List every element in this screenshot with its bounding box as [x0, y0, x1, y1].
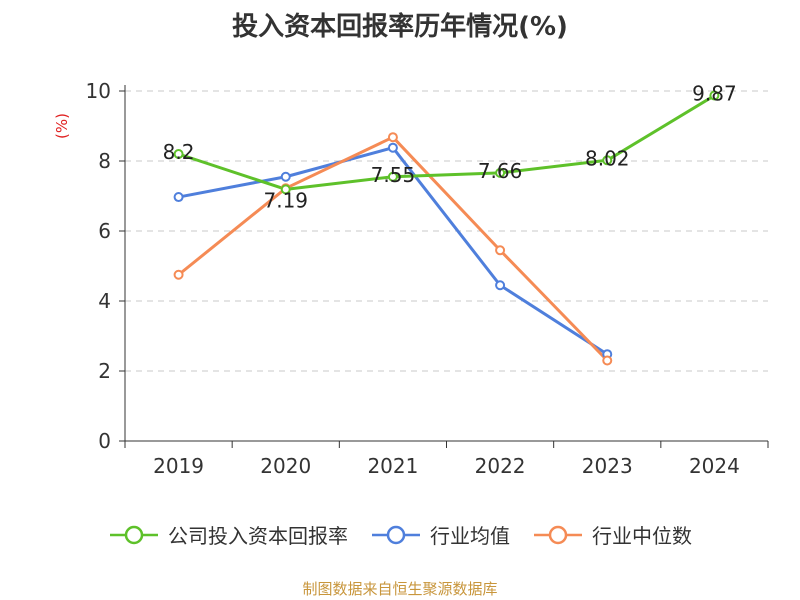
x-tick-label: 2024: [689, 454, 740, 478]
y-tick-label: 4: [98, 289, 111, 313]
data-point: [602, 355, 613, 366]
legend-label: 公司投入资本回报率: [168, 524, 348, 548]
series-line: [178, 94, 716, 191]
y-tick-label: 0: [98, 429, 111, 453]
data-point: [495, 245, 506, 256]
data-label: 7.19: [263, 188, 308, 212]
legend-symbol: [372, 525, 420, 544]
data-point: [280, 184, 291, 195]
y-axis-label: (%): [53, 113, 71, 139]
data-label: 7.66: [478, 159, 523, 183]
source-footer: 制图数据来自恒生聚源数据库: [302, 580, 498, 598]
data-point: [173, 149, 184, 159]
x-tick-label: 2020: [260, 454, 311, 478]
x-tick-label: 2021: [367, 454, 418, 478]
legend-label: 行业均值: [430, 524, 510, 548]
legend-item[interactable]: 行业均值: [370, 520, 510, 549]
data-point: [173, 269, 184, 280]
data-label: 9.87: [692, 82, 737, 106]
data-point: [495, 167, 506, 178]
y-tick-label: 6: [98, 219, 111, 243]
data-label: 7.55: [371, 163, 416, 187]
data-point: [495, 280, 506, 291]
x-tick-label: 2023: [582, 454, 633, 478]
y-tick-label: 8: [98, 149, 111, 173]
data-label: 8.2: [163, 140, 195, 164]
y-tick-label: 10: [86, 79, 111, 103]
legend-symbol: [110, 525, 158, 544]
legend-label: 行业中位数: [592, 524, 692, 548]
data-point: [280, 171, 291, 182]
data-point: [387, 142, 398, 153]
x-tick-label: 2019: [153, 454, 204, 478]
data-point: [387, 132, 398, 143]
legend-symbol: [534, 525, 582, 544]
legend: 公司投入资本回报率 行业均值 行业中位数: [0, 520, 800, 549]
data-point: [602, 155, 613, 166]
x-tick-label: 2022: [475, 454, 526, 478]
data-point: [173, 192, 184, 203]
legend-item[interactable]: 行业中位数: [532, 520, 692, 549]
data-point: [387, 171, 398, 182]
data-point: [709, 90, 720, 101]
y-tick-label: 2: [98, 359, 111, 383]
data-label: 8.02: [585, 146, 630, 170]
legend-item[interactable]: 公司投入资本回报率: [108, 520, 348, 549]
chart-title: 投入资本回报率历年情况(%): [232, 12, 568, 42]
